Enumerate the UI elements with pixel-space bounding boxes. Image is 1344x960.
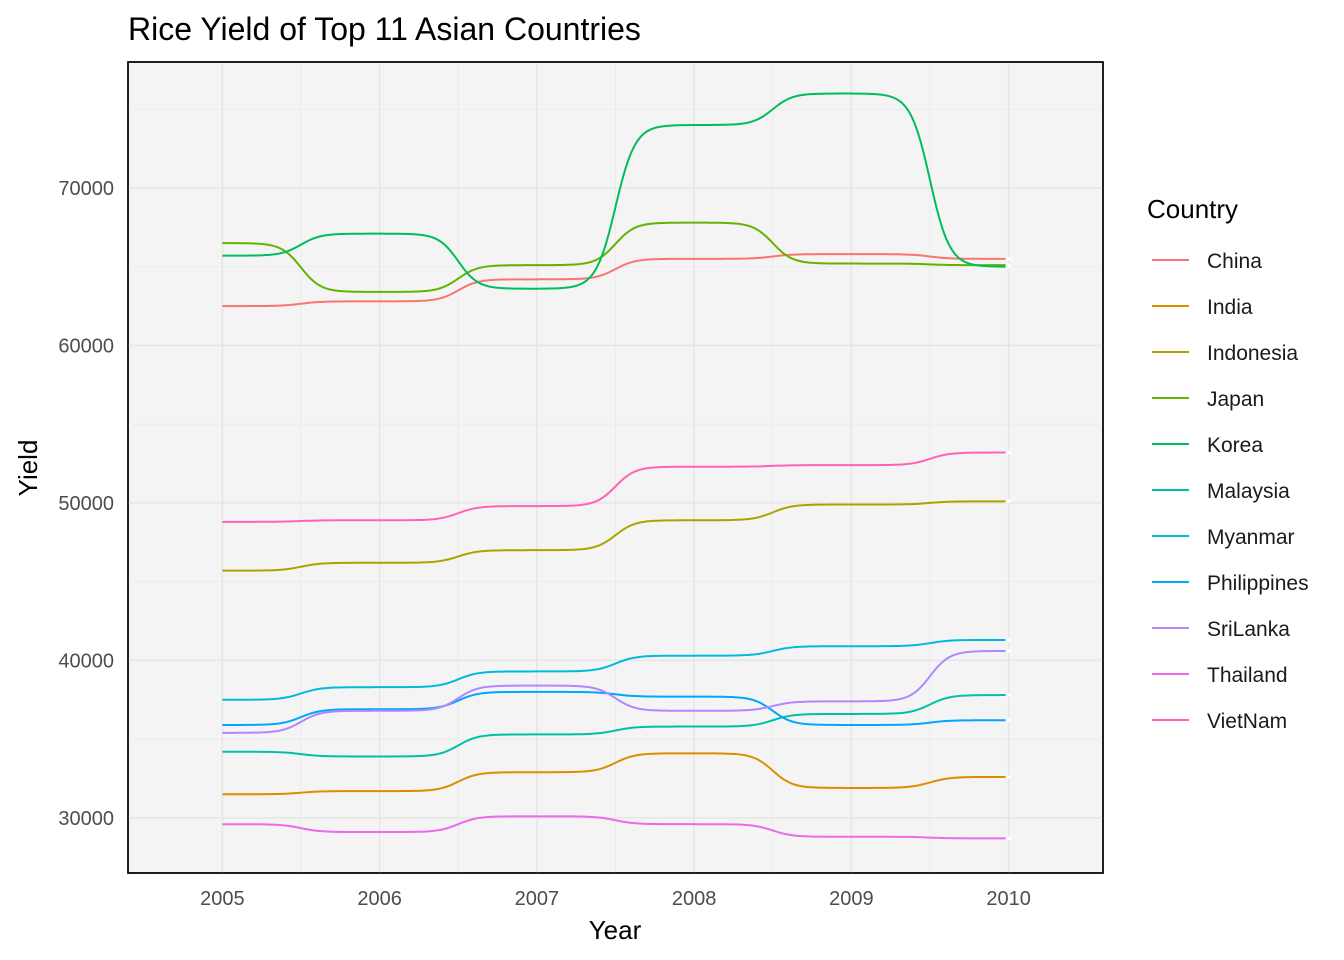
y-tick-label: 60000 [58, 335, 114, 357]
legend-label: Myanmar [1207, 526, 1295, 549]
legend-label: China [1207, 250, 1262, 273]
legend-label: India [1207, 296, 1253, 319]
y-tick-label: 50000 [58, 493, 114, 515]
series-line-vietnam [222, 451, 1009, 523]
legend-item-vietnam: VietNam [1152, 710, 1287, 733]
legend: Country China India Indonesia Japan Korea Mal… [1147, 194, 1309, 733]
legend-item-srilanka: SriLanka [1152, 618, 1290, 641]
y-axis-title: Yield [13, 440, 43, 497]
x-tick-label: 2007 [515, 888, 560, 910]
legend-item-philippines: Philippines [1152, 572, 1309, 595]
legend-label: Japan [1207, 388, 1264, 411]
legend-label: Malaysia [1207, 480, 1290, 503]
series-lines [222, 92, 1011, 840]
series-line-srilanka [222, 649, 1009, 734]
legend-label: Indonesia [1207, 342, 1298, 365]
series-line-india [222, 752, 1009, 796]
y-tick-label: 30000 [58, 808, 114, 830]
series-line-philippines [222, 690, 1009, 726]
legend-item-thailand: Thailand [1152, 664, 1288, 687]
legend-item-indonesia: Indonesia [1152, 342, 1298, 365]
legend-item-myanmar: Myanmar [1152, 526, 1295, 549]
series-line-malaysia [222, 694, 1009, 758]
legend-item-malaysia: Malaysia [1152, 480, 1290, 503]
x-tick-label: 2010 [986, 888, 1031, 910]
chart-title: Rice Yield of Top 11 Asian Countries [128, 11, 641, 47]
x-axis-title: Year [589, 915, 642, 945]
y-axis-ticks: 30000 40000 50000 60000 70000 [58, 178, 114, 830]
x-tick-label: 2005 [200, 888, 245, 910]
x-tick-label: 2008 [672, 888, 717, 910]
series-line-korea [222, 92, 1009, 290]
legend-label: Philippines [1207, 572, 1309, 595]
legend-item-india: India [1152, 296, 1253, 319]
legend-title: Country [1147, 194, 1238, 224]
legend-label: SriLanka [1207, 618, 1290, 641]
plot-area [127, 61, 1104, 874]
series-line-japan [222, 221, 1009, 293]
legend-label: Korea [1207, 434, 1263, 457]
x-tick-label: 2009 [829, 888, 874, 910]
y-tick-label: 40000 [58, 650, 114, 672]
legend-label: Thailand [1207, 664, 1288, 687]
series-line-myanmar [222, 638, 1009, 701]
series-line-china [222, 253, 1009, 308]
series-line-indonesia [222, 500, 1009, 572]
y-tick-label: 70000 [58, 178, 114, 200]
legend-item-japan: Japan [1152, 388, 1264, 411]
plot-border [127, 61, 1104, 874]
legend-item-china: China [1152, 250, 1262, 273]
series-line-thailand [222, 815, 1009, 840]
legend-label: VietNam [1207, 710, 1287, 733]
legend-item-korea: Korea [1152, 434, 1263, 457]
x-axis-ticks: 2005 2006 2007 2008 2009 2010 [200, 888, 1031, 910]
grid-lines [128, 62, 1103, 873]
x-tick-label: 2006 [357, 888, 402, 910]
